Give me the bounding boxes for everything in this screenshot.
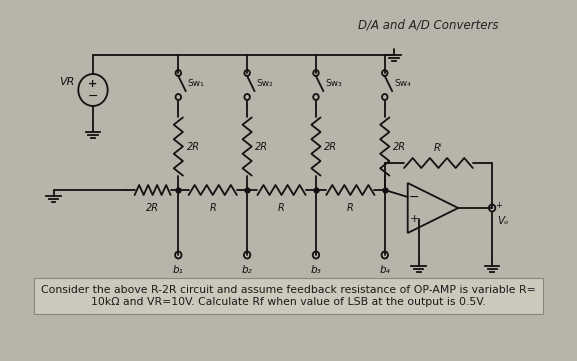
Text: Sw₄: Sw₄ [394,78,411,87]
Text: b₂: b₂ [242,265,253,275]
Text: +: + [88,79,98,88]
Text: Rⁱ: Rⁱ [434,143,443,153]
Text: R: R [278,203,285,213]
Text: b₄: b₄ [380,265,390,275]
Text: 2R: 2R [393,142,406,152]
Text: Vₒ: Vₒ [497,216,508,226]
Text: 2R: 2R [146,203,159,213]
Text: Sw₂: Sw₂ [256,78,273,87]
Text: 2R: 2R [256,142,268,152]
Text: D/A and A/D Converters: D/A and A/D Converters [358,18,498,31]
Text: b₁: b₁ [173,265,183,275]
Text: +: + [495,201,502,210]
Text: Sw₃: Sw₃ [325,78,342,87]
Text: Consider the above R-2R circuit and assume feedback resistance of OP-AMP is vari: Consider the above R-2R circuit and assu… [41,285,536,306]
Text: Sw₁: Sw₁ [188,78,204,87]
Text: −: − [409,191,419,204]
Text: 2R: 2R [324,142,337,152]
Text: +: + [410,214,419,224]
Text: b₃: b₃ [310,265,321,275]
Text: R: R [347,203,354,213]
Text: 2R: 2R [186,142,200,152]
Text: −: − [88,90,98,103]
Text: R: R [209,203,216,213]
Text: VR: VR [59,77,74,87]
